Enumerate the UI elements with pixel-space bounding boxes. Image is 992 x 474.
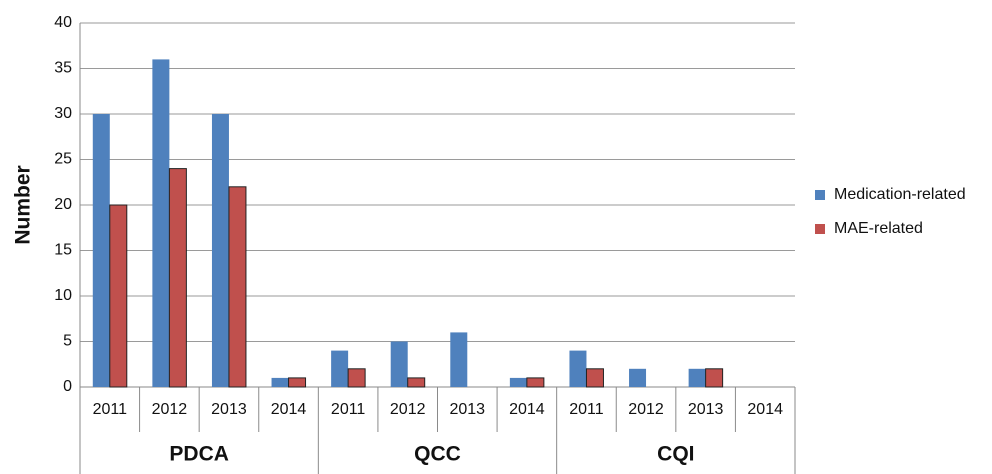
y-tick-label: 15 (54, 242, 72, 259)
x-tick-label: 2011 (569, 401, 604, 418)
x-tick-label: 2011 (93, 401, 128, 418)
bar (688, 368, 706, 387)
y-tick-label: 10 (54, 287, 72, 304)
legend-label: MAE-related (834, 220, 923, 237)
bar (228, 186, 247, 388)
x-tick-label: 2014 (747, 401, 783, 418)
bar (407, 377, 426, 388)
x-tick-label: 2014 (509, 401, 545, 418)
x-tick-label: 2012 (390, 401, 426, 418)
y-tick-label: 35 (54, 60, 72, 77)
x-tick-label: 2012 (152, 401, 188, 418)
bar (629, 368, 647, 387)
bar (585, 368, 604, 388)
x-tick-label: 2013 (449, 401, 485, 418)
y-tick-label: 5 (63, 333, 72, 350)
legend-marker (815, 224, 825, 234)
bar (390, 341, 408, 387)
bar (109, 204, 128, 388)
bar (168, 168, 187, 388)
y-tick-label: 0 (63, 378, 72, 395)
x-tick-label: 2013 (211, 401, 247, 418)
bar (705, 368, 724, 388)
y-tick-label: 20 (54, 196, 72, 213)
group-label: CQI (657, 443, 694, 466)
bar (347, 368, 366, 388)
group-label: PDCA (169, 443, 229, 466)
bar (569, 350, 587, 387)
bar (331, 350, 349, 387)
x-tick-label: 2012 (628, 401, 664, 418)
bar (288, 377, 307, 388)
y-tick-label: 30 (54, 105, 72, 122)
bar (92, 114, 110, 387)
bar (509, 377, 527, 387)
legend-label: Medication-related (834, 186, 966, 203)
legend-marker (815, 190, 825, 200)
x-tick-label: 2014 (271, 401, 307, 418)
bar (526, 377, 545, 388)
bar (450, 332, 468, 387)
y-tick-label: 40 (54, 14, 72, 31)
bar (211, 114, 229, 387)
x-tick-label: 2011 (331, 401, 366, 418)
bar (271, 377, 289, 387)
bar (152, 59, 170, 388)
group-label: QCC (414, 443, 461, 466)
y-tick-label: 25 (54, 151, 72, 168)
x-tick-label: 2013 (688, 401, 724, 418)
y-axis-title: Number (12, 165, 35, 244)
